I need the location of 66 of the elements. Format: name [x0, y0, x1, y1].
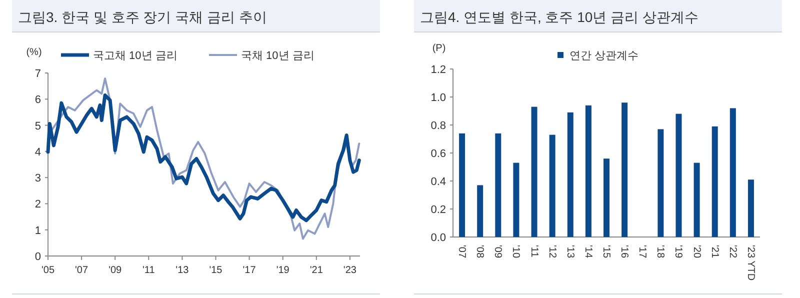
bar — [712, 126, 718, 237]
legend-label: 연간 상관계수 — [570, 50, 639, 62]
x-tick-label: '07 — [456, 245, 468, 258]
y-tick-label: 1.2 — [430, 64, 446, 76]
y-tick-label: 1 — [34, 224, 41, 237]
bar — [622, 102, 628, 237]
x-tick-label: '14 — [582, 245, 594, 258]
x-tick-label: '21 — [708, 245, 720, 258]
legend-label: 국고채 10년 금리 — [93, 50, 178, 62]
x-tick-label: '17 — [242, 265, 256, 276]
y-tick-label: 7 — [34, 68, 41, 80]
x-tick-label: '09 — [492, 245, 504, 258]
x-tick-label: '23 YTD — [744, 245, 756, 281]
bar — [477, 185, 484, 237]
x-tick-label: '09 — [108, 265, 122, 276]
x-tick-label: '18 — [654, 245, 666, 258]
x-tick-label: '07 — [75, 265, 88, 276]
bar — [694, 162, 700, 237]
bar — [459, 133, 466, 237]
x-tick-label: '05 — [41, 265, 55, 276]
bar — [585, 105, 592, 237]
y-tick-label: 5 — [34, 120, 41, 132]
x-tick-label: '16 — [618, 245, 630, 258]
bar — [567, 112, 574, 237]
y-axis-title: (P) — [432, 43, 446, 54]
legend-label: 국채 10년 금리 — [241, 50, 314, 62]
y-tick-label: 0.6 — [430, 148, 446, 160]
x-tick-label: '11 — [142, 265, 156, 276]
x-tick-label: '22 — [726, 245, 738, 258]
y-tick-label: 0.8 — [430, 120, 446, 132]
bar — [748, 180, 754, 237]
x-tick-label: '23 — [343, 265, 357, 276]
x-tick-label: '15 — [209, 265, 223, 276]
y-axis-title: (%) — [26, 47, 42, 58]
y-tick-label: 6 — [34, 94, 41, 106]
y-tick-label: 0 — [34, 251, 41, 263]
x-tick-label: '17 — [636, 245, 648, 258]
x-tick-label: '20 — [690, 245, 702, 258]
y-tick-label: 3 — [34, 172, 41, 185]
x-tick-label: '19 — [276, 265, 290, 276]
y-tick-label: 0.4 — [430, 176, 446, 188]
x-tick-label: '13 — [564, 245, 576, 258]
x-tick-label: '12 — [546, 245, 558, 258]
y-tick-label: 0.2 — [430, 204, 446, 216]
x-tick-label: '15 — [600, 245, 612, 258]
line-series — [46, 93, 361, 222]
x-tick-label: '10 — [510, 245, 522, 258]
x-tick-label: '08 — [474, 245, 486, 258]
bar — [531, 106, 538, 237]
bar — [730, 108, 736, 237]
x-tick-label: '13 — [176, 265, 190, 276]
y-tick-label: 1.0 — [430, 92, 446, 104]
chart-title: 그림3. 한국 및 호주 장기 국채 금리 추이 — [18, 9, 267, 25]
bar — [513, 162, 520, 237]
x-tick-label: '21 — [310, 265, 324, 276]
bar — [676, 114, 682, 237]
y-tick-label: 4 — [34, 146, 41, 158]
x-tick-label: '19 — [672, 245, 684, 258]
y-tick-label: 2 — [34, 198, 41, 211]
y-tick-label: 0.0 — [430, 232, 446, 244]
bar — [495, 133, 502, 237]
bar — [604, 158, 610, 237]
bar — [658, 129, 664, 237]
x-tick-label: '11 — [528, 245, 540, 258]
bar — [549, 134, 556, 237]
chart-title: 그림4. 연도별 한국, 호주 10년 금리 상관계수 — [420, 9, 698, 25]
